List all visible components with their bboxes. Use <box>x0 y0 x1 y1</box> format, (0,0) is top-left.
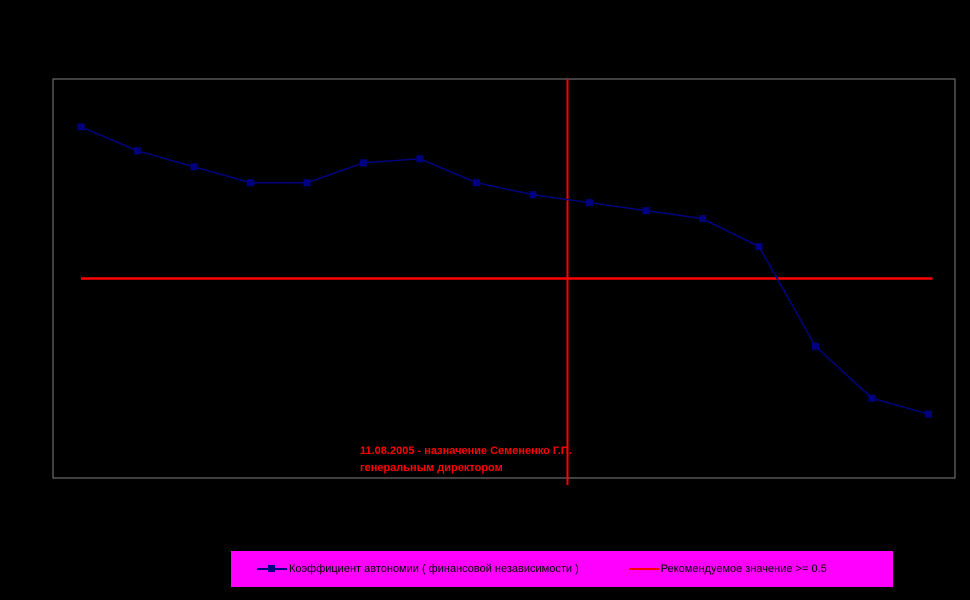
autonomy-data-point <box>868 394 876 402</box>
autonomy-data-point <box>77 123 85 131</box>
legend-swatch-autonomy <box>257 564 287 574</box>
autonomy-data-point <box>416 155 424 163</box>
autonomy-data-point <box>755 243 763 251</box>
autonomy-data-point <box>925 410 932 418</box>
autonomy-data-point <box>529 191 537 199</box>
autonomy-data-point <box>134 147 141 155</box>
plot-area-border <box>52 78 956 479</box>
legend-item-autonomy: Коэффициент автономии ( финансовой незав… <box>257 563 579 575</box>
autonomy-data-point <box>586 199 593 207</box>
legend-swatch-recommended <box>628 564 659 574</box>
legend-label-recommended: Рекомендуемое значение >= 0.5 <box>660 563 827 575</box>
chart-legend: Коэффициент автономии ( финансовой незав… <box>231 551 893 587</box>
autonomy-data-point <box>473 179 480 187</box>
event-annotation: 11.08.2005 - назначение Семененко Г.П. г… <box>360 443 572 477</box>
autonomy-data-point <box>699 215 706 223</box>
legend-item-recommended: Рекомендуемое значение >= 0.5 <box>628 563 827 575</box>
annotation-line-1: 11.08.2005 - назначение Семененко Г.П. <box>360 445 572 457</box>
autonomy-series-line <box>80 126 929 415</box>
autonomy-data-point <box>642 207 650 215</box>
annotation-line-2: генеральным директором <box>360 462 503 474</box>
autonomy-data-point <box>303 179 311 187</box>
legend-label-autonomy: Коэффициент автономии ( финансовой незав… <box>289 563 579 575</box>
autonomy-data-point <box>812 342 819 350</box>
autonomy-data-point <box>247 179 254 187</box>
autonomy-data-point <box>360 159 367 167</box>
autonomy-data-point <box>190 163 198 171</box>
